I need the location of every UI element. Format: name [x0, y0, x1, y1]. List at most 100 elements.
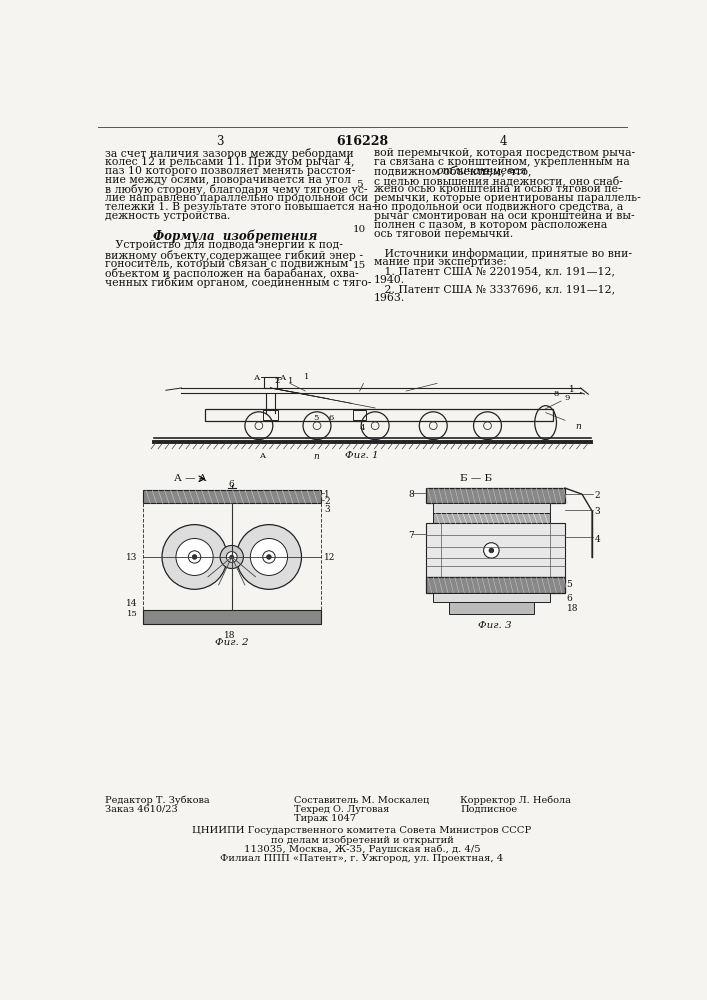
- Text: 12: 12: [324, 553, 335, 562]
- Text: 8: 8: [409, 490, 414, 499]
- Text: лие направлено параллельно продольной оси: лие направлено параллельно продольной ос…: [105, 193, 368, 203]
- Bar: [426, 523, 565, 577]
- Text: Техред О. Луговая: Техред О. Луговая: [293, 805, 389, 814]
- Text: по делам изобретений и открытий: по делам изобретений и открытий: [271, 835, 453, 845]
- Text: А: А: [280, 374, 286, 382]
- Circle shape: [220, 545, 243, 569]
- Text: Заказ 4610/23: Заказ 4610/23: [105, 805, 178, 814]
- Text: га связана с кронштейном, укрепленным на: га связана с кронштейном, укрепленным на: [373, 157, 629, 167]
- Text: 4: 4: [595, 535, 600, 544]
- Text: 2. Патент США № 3337696, кл. 191—12,: 2. Патент США № 3337696, кл. 191—12,: [373, 284, 614, 294]
- Text: 1940.: 1940.: [373, 275, 404, 285]
- Text: с целью повышения надежности, оно снаб-: с целью повышения надежности, оно снаб-: [373, 175, 622, 186]
- Text: 4: 4: [360, 424, 365, 432]
- Bar: [433, 503, 549, 513]
- Bar: [449, 602, 534, 614]
- Text: 6: 6: [566, 594, 572, 603]
- Circle shape: [230, 555, 234, 559]
- Text: Фиг. 3: Фиг. 3: [479, 620, 512, 630]
- Bar: [143, 490, 321, 503]
- Text: тележки 1. В результате этого повышается на-: тележки 1. В результате этого повышается…: [105, 202, 376, 212]
- Text: мание при экспертизе:: мание при экспертизе:: [373, 257, 506, 267]
- Text: ось тяговой перемычки.: ось тяговой перемычки.: [373, 229, 513, 239]
- Text: 2: 2: [274, 377, 280, 385]
- Text: вижному объекту,содержащее гибкий энер -: вижному объекту,содержащее гибкий энер -: [105, 250, 363, 261]
- Text: A: A: [259, 452, 265, 460]
- Bar: [263, 410, 279, 420]
- Bar: [426, 488, 565, 503]
- Text: 3: 3: [216, 135, 224, 148]
- Text: Филиал ППП «Патент», г. Ужгород, ул. Проектная, 4: Филиал ППП «Патент», г. Ужгород, ул. Про…: [221, 854, 503, 863]
- Text: n: n: [575, 422, 581, 431]
- Circle shape: [267, 555, 271, 559]
- Text: Формула  изобретения: Формула изобретения: [153, 230, 318, 243]
- Circle shape: [489, 548, 493, 553]
- Text: 3: 3: [324, 505, 329, 514]
- Text: Устройство для подвода энергии к под-: Устройство для подвода энергии к под-: [105, 240, 344, 250]
- Text: отличающееся: отличающееся: [437, 166, 527, 176]
- Text: Корректор Л. Небола: Корректор Л. Небола: [460, 795, 571, 805]
- Text: 5: 5: [313, 414, 318, 422]
- Text: А: А: [253, 374, 260, 382]
- Text: вой перемычкой, которая посредством рыча-: вой перемычкой, которая посредством рыча…: [373, 148, 635, 158]
- Text: ние между осями, поворачивается на угол: ние между осями, поворачивается на угол: [105, 175, 351, 185]
- Text: 15: 15: [127, 610, 138, 618]
- Text: паз 10 которого позволяет менять расстоя-: паз 10 которого позволяет менять расстоя…: [105, 166, 356, 176]
- Circle shape: [162, 525, 227, 589]
- Bar: [143, 610, 321, 624]
- Text: 15: 15: [353, 261, 366, 270]
- Text: 113035, Москва, Ж-35, Раушская наб., д. 4/5: 113035, Москва, Ж-35, Раушская наб., д. …: [244, 845, 480, 854]
- Text: 14: 14: [126, 599, 137, 608]
- Text: жено осью кронштейна и осью тяговой пе-: жено осью кронштейна и осью тяговой пе-: [373, 184, 621, 194]
- Bar: [433, 513, 549, 523]
- Circle shape: [176, 538, 213, 575]
- Text: 18: 18: [224, 631, 235, 640]
- Text: ЦНИИПИ Государственного комитета Совета Министров СССР: ЦНИИПИ Государственного комитета Совета …: [192, 826, 532, 835]
- Text: 1. Патент США № 2201954, кл. 191—12,: 1. Патент США № 2201954, кл. 191—12,: [373, 266, 614, 276]
- Text: 4: 4: [499, 135, 507, 148]
- Circle shape: [226, 552, 237, 562]
- Circle shape: [484, 543, 499, 558]
- Text: 10: 10: [353, 225, 366, 234]
- Text: объектом и расположен на барабанах, охва-: объектом и расположен на барабанах, охва…: [105, 268, 359, 279]
- Text: 2: 2: [595, 491, 600, 500]
- Text: подвижном объекте,: подвижном объекте,: [373, 166, 496, 177]
- Text: Составитель М. Москалец: Составитель М. Москалец: [293, 795, 429, 804]
- Circle shape: [192, 555, 197, 559]
- Text: Б — Б: Б — Б: [460, 474, 493, 483]
- Circle shape: [250, 538, 288, 575]
- Text: n: n: [313, 452, 319, 461]
- Text: Подписное: Подписное: [460, 805, 518, 814]
- Text: 5: 5: [356, 180, 363, 189]
- Text: 13: 13: [126, 553, 137, 562]
- Bar: [354, 410, 366, 420]
- Text: 18: 18: [566, 604, 578, 613]
- Text: гоноситель, который связан с подвижным: гоноситель, который связан с подвижным: [105, 259, 349, 269]
- Text: за счет наличия зазоров между ребордами: за счет наличия зазоров между ребордами: [105, 148, 354, 159]
- Text: колес 12 и рельсами 11. При этом рычаг 4,: колес 12 и рельсами 11. При этом рычаг 4…: [105, 157, 355, 167]
- Bar: [426, 577, 565, 593]
- Bar: [433, 593, 549, 602]
- Text: рычаг смонтирован на оси кронштейна и вы-: рычаг смонтирован на оси кронштейна и вы…: [373, 211, 634, 221]
- Text: 1: 1: [569, 385, 575, 394]
- Text: 5: 5: [566, 580, 573, 589]
- Text: 7: 7: [409, 531, 414, 540]
- Text: но продольной оси подвижного средства, а: но продольной оси подвижного средства, а: [373, 202, 623, 212]
- Text: ремычки, которые ориентированы параллель-: ремычки, которые ориентированы параллель…: [373, 193, 641, 203]
- Text: 1: 1: [324, 490, 329, 499]
- Text: 616228: 616228: [336, 135, 388, 148]
- Text: тем, что,: тем, что,: [477, 166, 532, 176]
- Text: Фиг. 1: Фиг. 1: [345, 451, 379, 460]
- Text: ченных гибким органом, соединенным с тяго-: ченных гибким органом, соединенным с тяг…: [105, 277, 372, 288]
- Text: Фиг. 2: Фиг. 2: [215, 638, 249, 647]
- Circle shape: [236, 525, 301, 589]
- Text: в любую сторону, благодаря чему тяговое ус-: в любую сторону, благодаря чему тяговое …: [105, 184, 368, 195]
- Text: Тираж 1047: Тираж 1047: [293, 814, 356, 823]
- Text: Редактор Т. Зубкова: Редактор Т. Зубкова: [105, 795, 210, 805]
- Text: А — А: А — А: [174, 474, 206, 483]
- Text: 3: 3: [595, 507, 600, 516]
- Text: 6: 6: [329, 414, 334, 422]
- Text: 1: 1: [288, 377, 293, 385]
- Text: полнен с пазом, в котором расположена: полнен с пазом, в котором расположена: [373, 220, 607, 230]
- Text: 1963.: 1963.: [373, 293, 405, 303]
